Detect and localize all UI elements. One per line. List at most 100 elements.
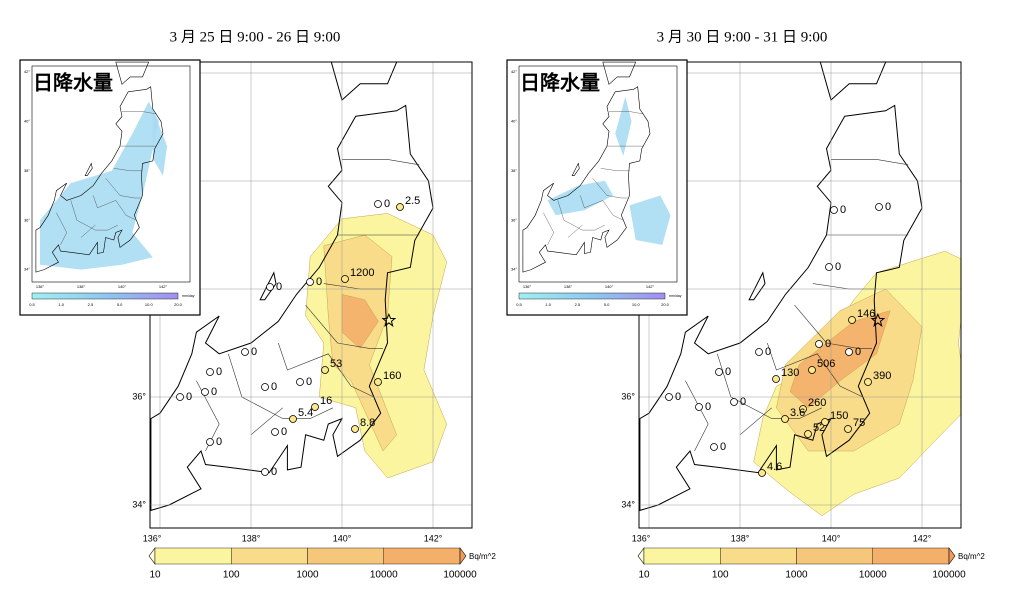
inset-colorbar-label: 5.0 (117, 302, 123, 307)
inset-lon-label: 140° (605, 284, 614, 289)
station (772, 375, 780, 383)
station-value: 0 (271, 381, 277, 393)
prefecture-border (228, 353, 334, 419)
precip-area (547, 180, 614, 216)
inset-lon-label: 136° (523, 284, 532, 289)
station-value: 0 (835, 261, 841, 273)
precip-inset: 42° 40° 38° 36° 34° 136° 138° 140° 142° 0.5 1.0 2.5… (506, 59, 688, 316)
prefecture-border (278, 342, 374, 398)
inset-colorbar-label: 1.0 (58, 302, 64, 307)
colorbar-arrow (148, 547, 156, 565)
inset-lon-label: 138° (564, 284, 573, 289)
inset-border (113, 168, 143, 172)
inset-title: 日降水量 (33, 70, 113, 94)
coastline (259, 271, 277, 301)
precip-inset: 42° 40° 38° 36° 34° 136° 138° 140° 142° 0.5 1.0 2.5… (19, 59, 201, 316)
inset-border (580, 195, 624, 221)
prefecture-border (831, 159, 909, 166)
station (241, 348, 249, 356)
station (296, 378, 304, 386)
inset-frame (506, 59, 688, 316)
prefecture-border (305, 305, 383, 349)
station-value: 3.6 (790, 407, 805, 419)
station (266, 283, 274, 291)
inset-lat-label: 36° (24, 217, 30, 222)
inset-colorbar-label: 10.0 (145, 302, 154, 307)
station (781, 415, 789, 423)
map-area: 0 0 0 0 0 0 0 0 0 0 0 0 2.5 1200 53 160 16 5.4 8.8 (150, 62, 472, 528)
colorbar-segment (307, 547, 384, 565)
inset-border (567, 224, 583, 238)
station-value: 506 (817, 358, 835, 370)
station (321, 366, 329, 374)
station-value: 0 (306, 376, 312, 388)
station (206, 368, 214, 376)
station-value: 4.6 (767, 461, 782, 473)
inset-coast (571, 162, 580, 176)
coastline (330, 62, 398, 101)
colorbar-label: 10 (638, 570, 650, 581)
station-value: 0 (720, 441, 726, 453)
colorbar-segment (231, 547, 308, 565)
inset-lat-label: 34° (24, 267, 30, 272)
station (396, 203, 404, 211)
station-value: 5.4 (298, 407, 313, 419)
station-value: 130 (781, 367, 799, 379)
station (710, 443, 718, 451)
panel-title: 3 月 30 日 9:00 - 31 日 9:00 (657, 29, 828, 45)
colorbar-segment (872, 547, 950, 565)
station-value: 0 (281, 426, 287, 438)
inset-colorbar (518, 292, 666, 300)
inset-border (70, 200, 118, 231)
colorbar-segment (154, 547, 232, 565)
colorbar-arrow (637, 547, 645, 565)
station (844, 425, 852, 433)
colorbar-arrow (459, 547, 467, 565)
inset-lat-label: 40° (24, 118, 30, 123)
prefecture-border (794, 305, 872, 349)
station (311, 403, 319, 411)
inset-lon-label: 136° (36, 284, 45, 289)
inset-colorbar-label: 0.5 (516, 302, 522, 307)
inset-coast (84, 162, 93, 176)
station (374, 200, 382, 208)
station-value: 0 (825, 338, 831, 350)
colorbar-label: 1000 (785, 570, 808, 581)
station-value: 52 (813, 422, 825, 434)
prefecture-border (739, 407, 772, 436)
inset-lat-label: 34° (511, 267, 517, 272)
station (306, 278, 314, 286)
prefecture-border (685, 380, 709, 452)
inset-lat-label: 42° (511, 69, 517, 74)
inset-colorbar-label: 1.0 (545, 302, 551, 307)
station-value: 0 (855, 346, 861, 358)
colorbar-segment (643, 547, 721, 565)
lon-label: 138° (242, 533, 261, 543)
inset-colorbar-label: 5.0 (604, 302, 610, 307)
lon-label: 138° (731, 533, 750, 543)
inset-border (56, 212, 67, 245)
inset-lat-label: 38° (24, 168, 30, 173)
inset-lon-label: 142° (646, 284, 655, 289)
station-value: 75 (853, 417, 865, 429)
station (206, 438, 214, 446)
lon-label: 142° (913, 533, 932, 543)
colorbar-segment (796, 547, 873, 565)
lat-label: 34° (132, 499, 146, 509)
inset-lat-label: 36° (511, 217, 517, 222)
station-value: 0 (251, 346, 257, 358)
inset-lat-label: 38° (511, 168, 517, 173)
panel-title: 3 月 25 日 9:00 - 26 日 9:00 (170, 29, 341, 45)
prefecture-border (250, 407, 283, 436)
colorbar-label: 100 (223, 570, 240, 581)
lon-label: 142° (424, 533, 443, 543)
colorbar-unit: Bq/m^2 (958, 552, 985, 561)
inset-colorbar-label: 20.0 (174, 302, 183, 307)
prefecture-border (767, 342, 863, 398)
colorbar-label: 1000 (296, 570, 319, 581)
inset-lon-label: 140° (118, 284, 127, 289)
lat-label: 36° (132, 391, 146, 401)
coastline (150, 104, 434, 512)
